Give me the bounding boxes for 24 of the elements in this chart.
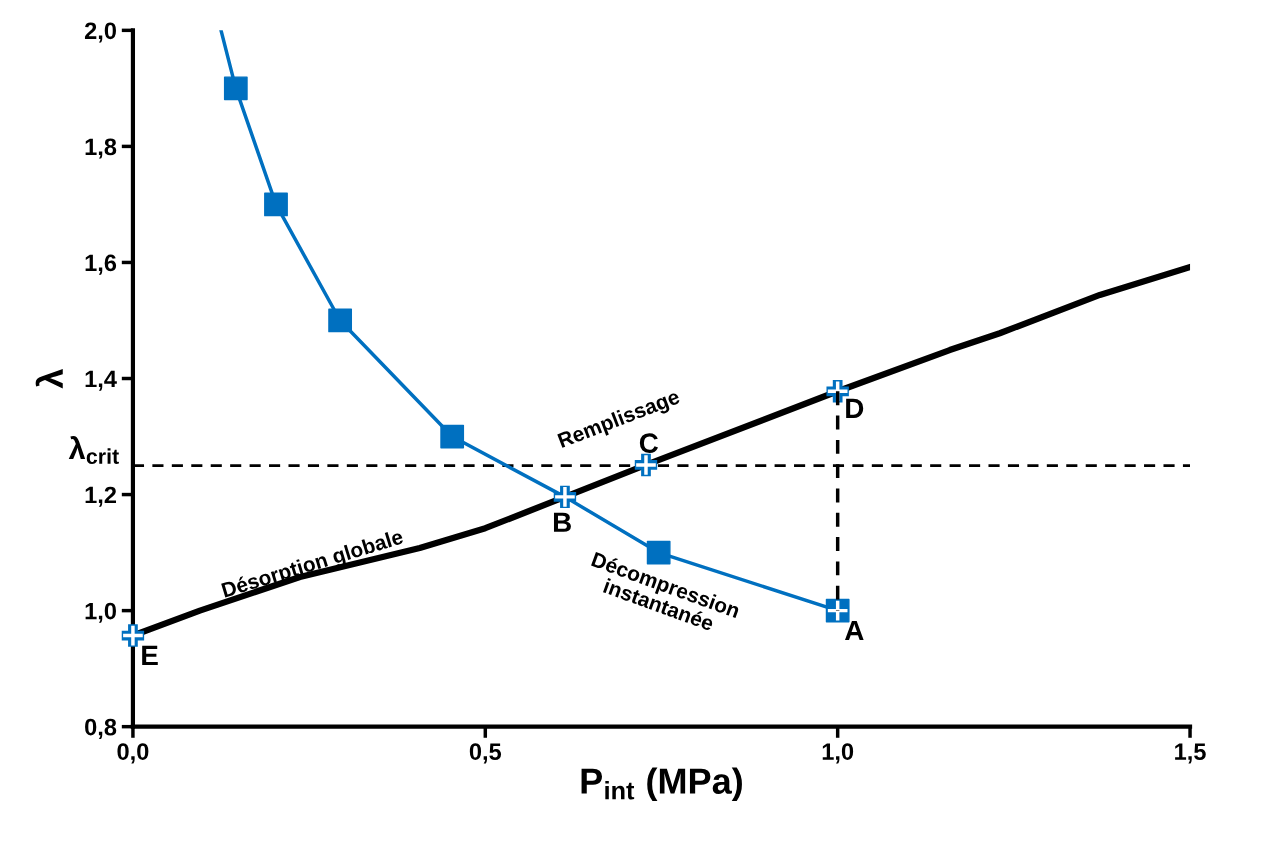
- x-tick-label: 1,0: [822, 743, 854, 764]
- x-tick-label: 1,5: [1175, 743, 1206, 764]
- point: [553, 485, 577, 509]
- point: [328, 308, 353, 333]
- y-tick-label: 0,8: [85, 718, 117, 739]
- point: [223, 76, 248, 101]
- point: [634, 453, 658, 477]
- point: [264, 192, 288, 217]
- ref-line-label: λ$_{crit}$: [68, 435, 119, 464]
- y-tick-label: 1,2: [85, 486, 117, 507]
- annotation: A: [845, 620, 864, 641]
- x-tick-label: 0,0: [117, 743, 149, 764]
- x-tick-label: 0,5: [469, 743, 502, 764]
- y-tick-label: 1,4: [85, 370, 117, 391]
- annotation: B: [553, 512, 571, 532]
- y-tick-label: 1,6: [85, 254, 117, 275]
- annotation: E: [142, 645, 158, 665]
- y-tick-label: 2,0: [84, 22, 116, 43]
- point: [440, 424, 465, 449]
- annotation: D: [846, 398, 864, 418]
- y-tick-label: 1,0: [85, 602, 116, 623]
- y-axis-title: λ: [35, 369, 63, 389]
- x-axis-title: P$_{int}$ (MPa): [581, 767, 742, 802]
- y-tick-label: 1,8: [85, 138, 117, 159]
